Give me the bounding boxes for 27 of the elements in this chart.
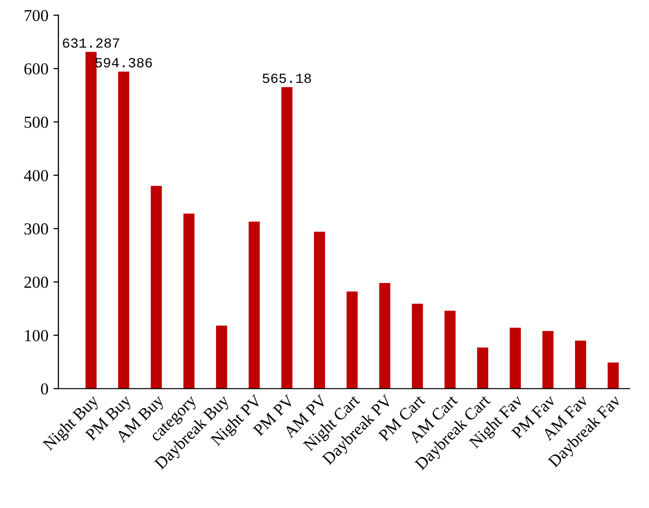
bar	[118, 72, 130, 389]
y-tick-label: 600	[24, 63, 48, 75]
y-tick-label: 100	[25, 330, 48, 342]
bar	[183, 214, 194, 389]
bar	[248, 222, 260, 389]
y-tick-label: 500	[24, 116, 48, 128]
bar	[379, 283, 390, 389]
bar	[444, 310, 456, 389]
bar	[542, 331, 554, 389]
y-tick-label: 200	[24, 276, 48, 288]
bar	[608, 362, 619, 389]
bar	[477, 348, 488, 389]
bar	[346, 292, 358, 389]
bar	[281, 87, 292, 389]
y-tick-label: 0	[40, 383, 48, 395]
bar	[314, 232, 326, 389]
bar	[216, 326, 228, 389]
bar	[412, 304, 423, 389]
y-tick-label: 700	[24, 10, 48, 22]
data-label: 631.287	[62, 38, 120, 48]
y-tick-label: 400	[24, 170, 48, 182]
data-label: 565.18	[262, 74, 311, 84]
bar	[510, 328, 521, 389]
bar	[150, 186, 162, 389]
y-tick-label: 300	[24, 223, 48, 235]
bar	[575, 340, 586, 389]
bar	[85, 52, 97, 389]
